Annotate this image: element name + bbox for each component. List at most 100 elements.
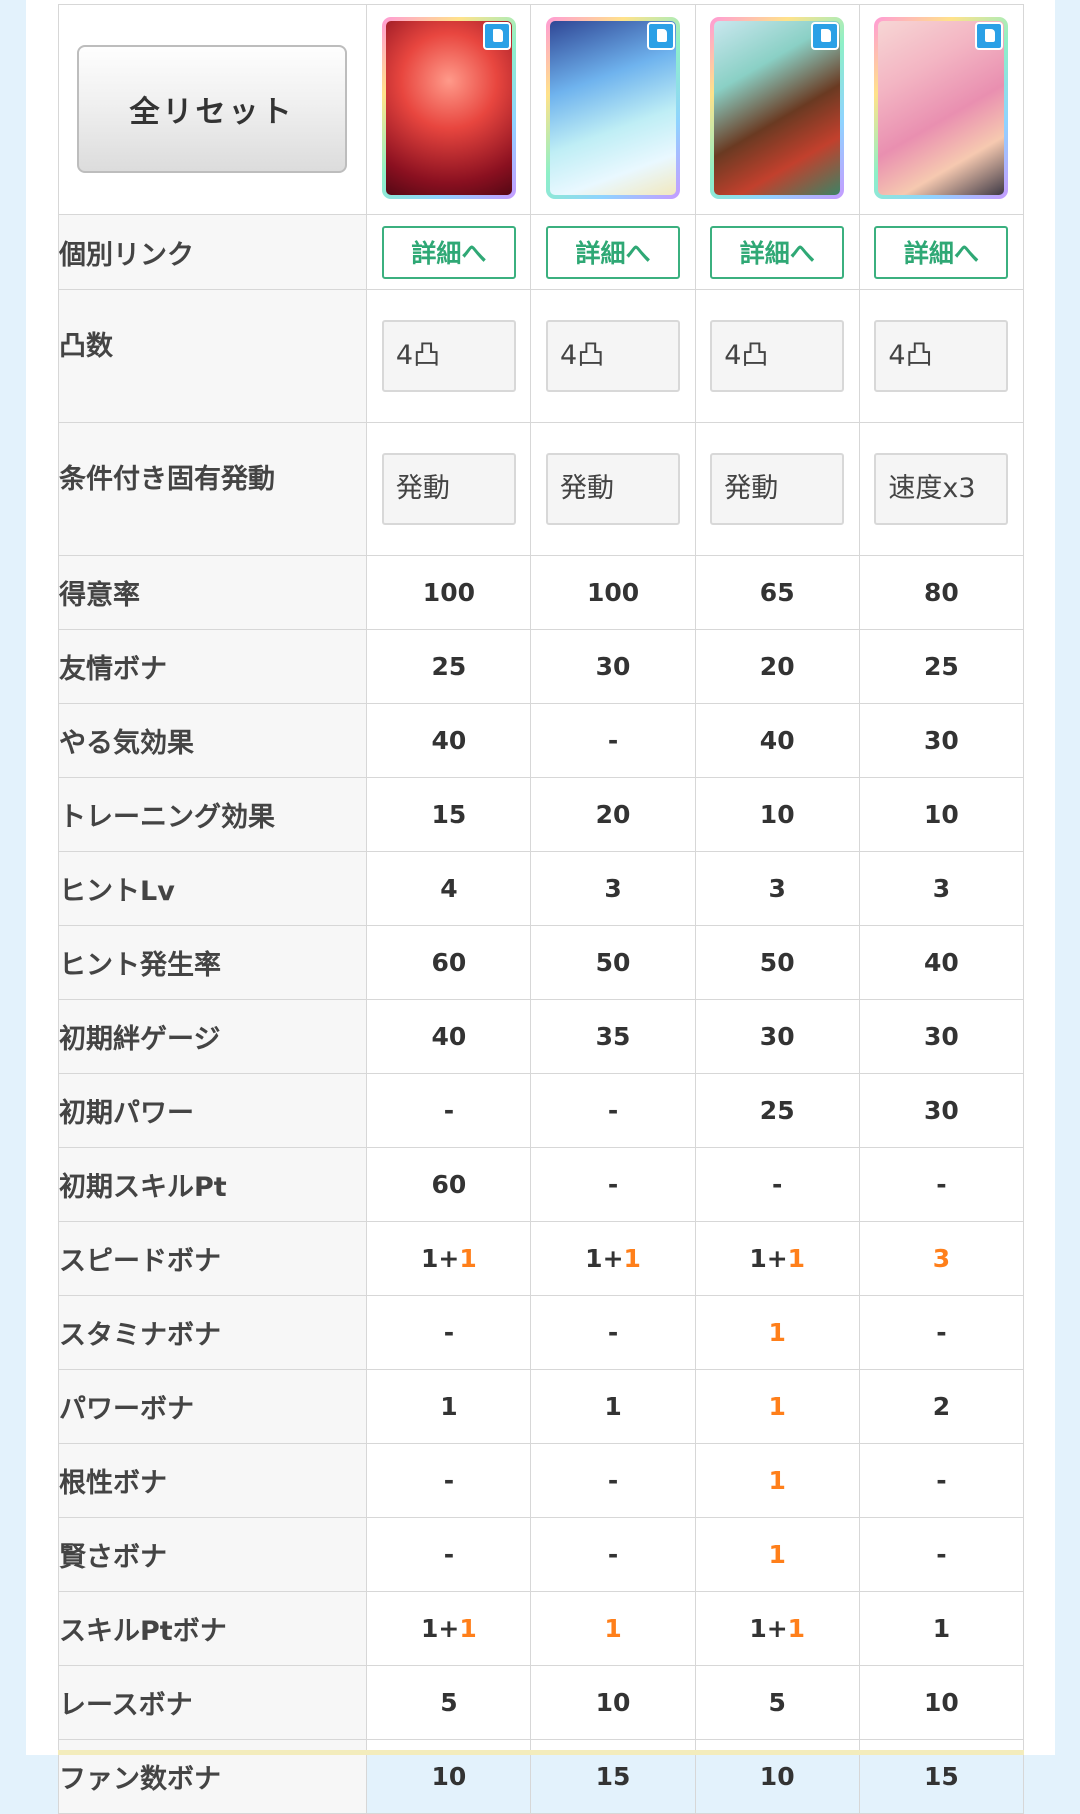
limit-break-select[interactable]: 4凸 [381, 320, 516, 392]
stat-row: ヒントLv 4 3 3 3 [57, 851, 1025, 926]
stat-label: 賢さボナ [57, 1517, 368, 1592]
stat-label: ヒントLv [57, 851, 368, 926]
stat-bonus-value: 1 [768, 1540, 786, 1569]
stat-value: 10 [530, 1665, 696, 1740]
stat-value: - [530, 1147, 696, 1222]
limit-break-cell: 4凸 [530, 289, 696, 423]
detail-link-button[interactable]: 詳細へ [381, 225, 516, 279]
stat-base-value: - [936, 1318, 947, 1347]
stat-bonus-value: 1 [787, 1614, 806, 1643]
reset-all-button[interactable]: 全リセット [77, 45, 347, 173]
stat-base-value: 5 [440, 1688, 458, 1717]
stat-base-value: - [607, 726, 619, 755]
stat-value: 1 [694, 1443, 860, 1518]
stat-base-value: 2 [932, 1392, 951, 1421]
stat-base-value: 40 [923, 948, 959, 977]
detail-link-button[interactable]: 詳細へ [874, 225, 1009, 279]
stat-row: ヒント発生率 60 50 50 40 [57, 925, 1025, 1000]
stat-value: - [366, 1517, 532, 1592]
stat-base-value: 20 [759, 652, 795, 681]
support-card-2[interactable] [546, 17, 680, 199]
stat-value: 10 [694, 777, 860, 852]
stat-label: パワーボナ [57, 1369, 368, 1444]
condition-select[interactable]: 発動 [381, 453, 516, 525]
stat-base-value: 1+ [585, 1244, 624, 1273]
card-art-1[interactable] [382, 17, 516, 199]
stat-label: 根性ボナ [57, 1443, 368, 1518]
stat-base-value: 1+ [421, 1244, 460, 1273]
limit-break-select[interactable]: 4凸 [874, 320, 1009, 392]
card-art-2[interactable] [546, 17, 680, 199]
condition-select[interactable]: 速度x3 [874, 453, 1009, 525]
stat-value: 3 [858, 1221, 1025, 1296]
stat-value: 1+1 [366, 1221, 532, 1296]
condition-select[interactable]: 発動 [546, 453, 681, 525]
stat-value: 1 [530, 1591, 696, 1666]
stat-row: スピードボナ 1+1 1+1 1+1 3 [57, 1221, 1025, 1296]
stat-base-value: 30 [923, 1022, 959, 1051]
detail-link-button[interactable]: 詳細へ [710, 225, 845, 279]
stat-base-value: - [607, 1170, 619, 1199]
stat-value: - [366, 1443, 532, 1518]
stat-value: - [530, 1073, 696, 1148]
stat-row: 初期パワー - - 25 30 [57, 1073, 1025, 1148]
stat-bonus-value: 1 [604, 1614, 622, 1643]
stat-bonus-value: 1 [459, 1614, 477, 1643]
stat-value: 50 [694, 925, 860, 1000]
stat-value: 1+1 [694, 1591, 860, 1666]
stat-base-value: 40 [431, 726, 467, 755]
stat-label: 初期パワー [57, 1073, 368, 1148]
stat-base-value: 50 [759, 948, 795, 977]
stat-label: 初期絆ゲージ [57, 999, 368, 1074]
stat-value: 30 [530, 629, 696, 704]
stat-value: 1+1 [366, 1591, 532, 1666]
stat-base-value: 60 [431, 948, 467, 977]
stat-value: 20 [694, 629, 860, 704]
stat-value: 15 [366, 777, 532, 852]
stat-value: - [858, 1147, 1025, 1222]
limit-break-select[interactable]: 4凸 [546, 320, 681, 392]
stat-value: 100 [530, 555, 696, 630]
stat-base-value: - [443, 1318, 455, 1347]
stat-value: 1 [694, 1295, 860, 1370]
stat-value: 5 [694, 1665, 860, 1740]
stat-base-value: 30 [923, 726, 959, 755]
stat-label: スタミナボナ [57, 1295, 368, 1370]
limit-break-select[interactable]: 4凸 [710, 320, 845, 392]
stat-base-value: 1 [932, 1614, 951, 1643]
stat-base-value: 15 [595, 1762, 631, 1791]
stat-base-value: 60 [431, 1170, 467, 1199]
stat-value: 1 [530, 1369, 696, 1444]
stat-base-value: 4 [440, 874, 458, 903]
stat-value: - [530, 703, 696, 778]
stat-base-value: - [607, 1466, 619, 1495]
card-art-4[interactable] [874, 17, 1008, 199]
support-card-1[interactable] [382, 17, 516, 199]
support-card-3[interactable] [710, 17, 844, 199]
stat-value: 60 [366, 1147, 532, 1222]
stat-label: ヒント発生率 [57, 925, 368, 1000]
stat-row: やる気効果 40 - 40 30 [57, 703, 1025, 778]
stat-value: - [694, 1147, 860, 1222]
stat-value: - [858, 1517, 1025, 1592]
stat-value: - [858, 1443, 1025, 1518]
limit-break-row: 凸数 4凸 4凸 4凸 4凸 [57, 289, 1025, 423]
stat-value: - [858, 1295, 1025, 1370]
stat-value: 20 [530, 777, 696, 852]
stat-base-value: 25 [431, 652, 467, 681]
card-art-3[interactable] [710, 17, 844, 199]
stat-base-value: 25 [759, 1096, 795, 1125]
card-cell-3 [694, 4, 860, 215]
stat-value: 30 [858, 999, 1025, 1074]
detail-link-button[interactable]: 詳細へ [546, 225, 681, 279]
stat-base-value: 65 [759, 578, 795, 607]
stat-label: やる気効果 [57, 703, 368, 778]
stat-value: 65 [694, 555, 860, 630]
condition-select[interactable]: 発動 [710, 453, 845, 525]
stat-base-value: 30 [923, 1096, 959, 1125]
support-card-4[interactable] [874, 17, 1008, 199]
stat-bonus-value: 1 [459, 1244, 477, 1273]
condition-row: 条件付き固有発動 発動 発動 発動 速度x3 [57, 422, 1025, 556]
stat-base-value: 10 [923, 800, 959, 829]
stat-base-value: 3 [604, 874, 622, 903]
